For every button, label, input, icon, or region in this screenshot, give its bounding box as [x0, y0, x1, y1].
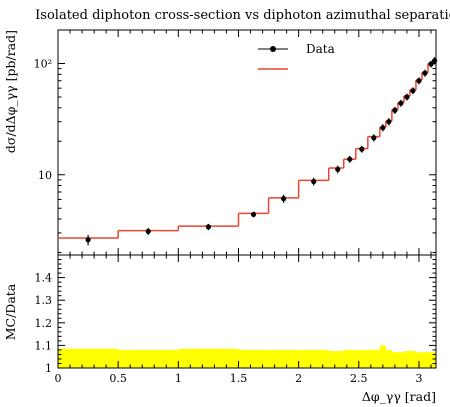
- data-points: [85, 57, 438, 246]
- ratio-band-bin: [328, 351, 344, 368]
- data-point: [398, 100, 404, 106]
- ratio-band-bin: [343, 349, 356, 368]
- ratio-band-bin: [415, 352, 436, 368]
- ratio-band-bin: [298, 349, 329, 368]
- x-tick-label: 3: [415, 372, 422, 385]
- data-point: [145, 228, 151, 234]
- chart-title: Isolated diphoton cross-section vs dipho…: [35, 8, 450, 23]
- x-axis-label: Δφ_γγ [rad]: [362, 389, 436, 404]
- x-tick-label: 1.5: [230, 372, 248, 385]
- legend-data-label: Data: [306, 42, 335, 56]
- legend: Data: [258, 42, 335, 70]
- ratio-panel: 1 1.1 1.2 1.3 1.4 0 0.5 1 1.5 2 2.5 3 MC/Data Δφ_γ…: [3, 254, 437, 404]
- ratio-band-bin: [355, 349, 368, 368]
- data-point: [347, 156, 353, 162]
- ratio-y-tick-labels: 1 1.1 1.2 1.3 1.4: [35, 272, 53, 375]
- main-y-axis-label: dσ/dΔφ_γγ [pb/rad]: [3, 30, 18, 153]
- ratio-band-bin: [238, 349, 269, 368]
- data-point: [410, 88, 416, 94]
- x-tick-label: 0.5: [109, 372, 127, 385]
- data-point: [359, 146, 365, 152]
- ratio-y-tick-label: 1.4: [35, 272, 53, 285]
- ratio-band-bin: [385, 349, 392, 368]
- ratio-band-bin: [178, 348, 239, 368]
- x-tick-labels: 0 0.5 1 1.5 2 2.5 3: [55, 372, 423, 385]
- x-tick-label: 2: [295, 372, 302, 385]
- data-point: [250, 211, 257, 218]
- data-point: [386, 119, 392, 125]
- data-point: [311, 178, 317, 185]
- main-y-tick-labels: 10 10²: [34, 57, 52, 181]
- ratio-y-tick-label: 1.1: [35, 339, 53, 352]
- data-point: [428, 61, 434, 67]
- data-point: [392, 107, 398, 113]
- data-point: [416, 78, 422, 84]
- data-point: [85, 237, 91, 243]
- main-panel: 10 10² dσ/dΔφ_γγ [pb/rad] Data: [3, 29, 438, 256]
- ratio-axis-ticks: [57, 254, 436, 369]
- data-point: [281, 196, 287, 202]
- ratio-y-tick-label: 1.2: [35, 317, 53, 330]
- ratio-y-axis-label: MC/Data: [3, 283, 18, 340]
- x-tick-label: 1: [175, 372, 182, 385]
- ratio-y-tick-label: 1: [45, 362, 52, 375]
- ratio-band-bin: [379, 345, 386, 368]
- data-point: [205, 224, 212, 230]
- legend-data-marker: [270, 46, 276, 52]
- mc-prediction-histogram: [58, 59, 436, 239]
- mc-data-ratio-band: [58, 345, 436, 368]
- ratio-y-tick-label: 1.3: [35, 294, 53, 307]
- main-panel-frame: [57, 29, 437, 256]
- ratio-band-bin: [58, 348, 119, 368]
- y-tick-label: 10²: [34, 57, 52, 70]
- ratio-band-bin: [367, 349, 380, 368]
- ratio-band-bin: [403, 351, 416, 368]
- x-tick-label: 0: [55, 372, 62, 385]
- ratio-panel-frame: [57, 254, 437, 369]
- ratio-band-bin: [391, 352, 404, 368]
- data-point: [380, 125, 386, 131]
- ratio-band-bin: [118, 349, 179, 368]
- y-tick-label: 10: [38, 169, 52, 182]
- data-point: [432, 58, 438, 64]
- data-point: [404, 94, 410, 100]
- ratio-band-bin: [268, 349, 299, 368]
- data-point: [335, 166, 341, 172]
- data-point: [422, 70, 428, 76]
- data-point: [371, 135, 377, 141]
- x-tick-label: 2.5: [350, 372, 368, 385]
- main-axis-ticks: [57, 29, 436, 255]
